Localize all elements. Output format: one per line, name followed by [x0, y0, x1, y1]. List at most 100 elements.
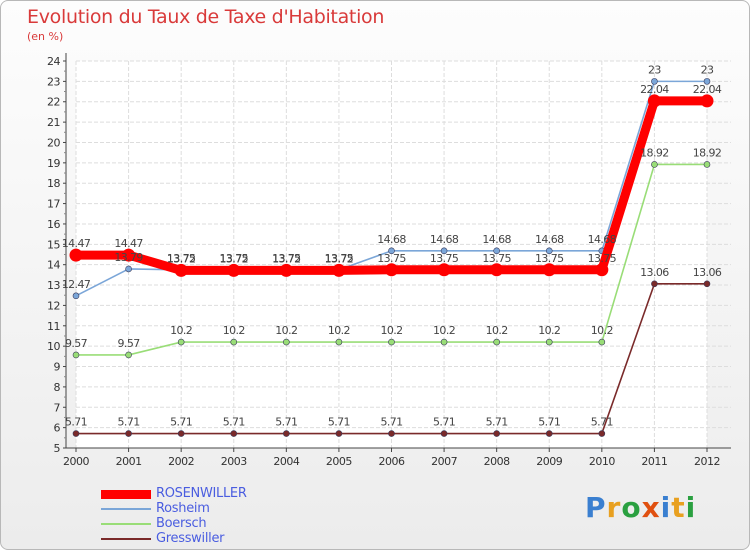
logo-letter: P [585, 491, 607, 524]
data-label-rosenwiller: 13.75 [482, 252, 511, 265]
data-point-boersch [493, 338, 500, 346]
data-point-rosheim [72, 292, 80, 300]
data-point-boersch [703, 161, 711, 168]
data-label-gresswiller: 5.71 [170, 416, 192, 429]
data-point-gresswiller [651, 280, 658, 288]
data-point-boersch [177, 338, 185, 346]
data-point-gresswiller [230, 430, 238, 437]
logo-letter: i [660, 491, 672, 524]
data-point-boersch [440, 338, 448, 346]
x-tick-label: 2000 [63, 455, 89, 468]
y-tick-label: 17 [47, 198, 60, 211]
data-label-boersch: 9.57 [118, 337, 141, 350]
data-label-rosheim: 13.75 [325, 252, 354, 265]
data-point-rosheim [651, 78, 658, 85]
y-tick-label: 12 [47, 299, 60, 312]
data-point-gresswiller [493, 430, 500, 437]
y-tick-label: 5 [54, 442, 61, 455]
data-label-boersch: 10.2 [433, 324, 455, 337]
y-tick-label: 19 [47, 157, 60, 170]
y-tick-label: 7 [54, 401, 61, 414]
data-point-rosenwiller [279, 263, 293, 277]
data-label-boersch: 10.2 [591, 324, 613, 337]
data-point-boersch [545, 338, 553, 346]
data-point-rosenwiller [700, 94, 714, 108]
logo-letter: i [685, 491, 697, 524]
data-point-boersch [125, 351, 132, 359]
logo-letter: o [621, 491, 642, 524]
data-point-gresswiller [440, 430, 448, 437]
data-point-rosenwiller [647, 94, 661, 108]
data-label-rosenwiller: 13.72 [325, 252, 354, 265]
chart-title: Evolution du Taux de Taxe d'Habitation [27, 6, 385, 28]
data-point-rosenwiller [332, 263, 346, 277]
data-point-rosheim [388, 247, 395, 255]
data-label-gresswiller: 5.71 [591, 416, 613, 429]
data-point-rosenwiller [385, 263, 398, 277]
data-label-gresswiller: 5.71 [118, 416, 140, 429]
data-label-rosenwiller: 13.72 [220, 252, 249, 265]
data-point-boersch [230, 338, 238, 346]
y-tick-label: 8 [54, 381, 61, 394]
data-label-rosheim: 23 [648, 63, 661, 76]
legend-label: Rosheim [156, 501, 210, 516]
data-point-gresswiller [72, 430, 80, 437]
logo-letter: r [606, 491, 622, 524]
data-label-gresswiller: 5.71 [328, 416, 350, 429]
data-label-rosheim: 14.68 [482, 233, 511, 246]
x-tick-label: 2008 [484, 455, 510, 468]
data-label-rosenwiller: 22.04 [640, 83, 669, 96]
y-tick-label: 20 [47, 136, 60, 149]
legend-label: Boersch [156, 516, 207, 531]
data-label-rosheim: 13.75 [272, 252, 301, 265]
data-label-gresswiller: 5.71 [65, 416, 87, 429]
data-label-rosheim: 14.68 [588, 233, 617, 246]
legend-swatch [101, 508, 151, 510]
x-tick-label: 2001 [116, 455, 142, 468]
data-point-rosenwiller [595, 263, 609, 277]
y-tick-label: 14 [47, 259, 60, 272]
data-point-rosheim [125, 265, 132, 273]
data-point-boersch [335, 338, 343, 346]
logo-letter: t [671, 491, 686, 524]
data-label-boersch: 10.2 [486, 324, 508, 337]
data-label-gresswiller: 5.71 [380, 416, 402, 429]
data-label-boersch: 10.2 [328, 324, 350, 337]
x-tick-label: 2004 [273, 455, 299, 468]
legend-swatch [101, 489, 151, 499]
chart-subtitle: (en %) [27, 30, 64, 43]
data-point-gresswiller [388, 430, 395, 437]
y-tick-label: 6 [54, 422, 61, 435]
y-tick-label: 24 [47, 55, 60, 68]
y-tick-label: 9 [54, 361, 61, 374]
y-tick-label: 22 [47, 96, 60, 109]
data-label-rosheim: 13.79 [114, 251, 143, 264]
data-point-gresswiller [177, 430, 185, 437]
data-point-boersch [388, 338, 395, 346]
data-label-gresswiller: 13.06 [640, 266, 669, 279]
proxiti-logo: Proxiti [585, 491, 696, 524]
data-label-rosheim: 13.75 [220, 252, 249, 265]
data-label-boersch: 10.2 [170, 324, 192, 337]
data-label-rosenwiller: 14.47 [62, 237, 91, 250]
data-label-boersch: 18.92 [693, 146, 722, 159]
y-tick-label: 18 [47, 177, 60, 190]
data-point-rosenwiller [437, 263, 451, 277]
data-point-rosenwiller [174, 263, 188, 277]
x-tick-label: 2007 [431, 455, 457, 468]
data-label-boersch: 10.2 [223, 324, 245, 337]
data-point-rosheim [545, 247, 553, 255]
data-label-rosheim: 13.75 [167, 252, 196, 265]
y-tick-label: 11 [47, 320, 60, 333]
data-point-rosenwiller [69, 248, 83, 262]
data-point-gresswiller [545, 430, 553, 437]
legend-swatch [101, 523, 151, 525]
data-label-rosenwiller: 13.75 [588, 252, 617, 265]
data-point-rosenwiller [542, 263, 556, 277]
x-tick-label: 2003 [221, 455, 247, 468]
data-point-gresswiller [598, 430, 606, 437]
data-label-rosenwiller: 14.47 [114, 237, 143, 250]
legend-label: Gresswiller [156, 531, 225, 546]
